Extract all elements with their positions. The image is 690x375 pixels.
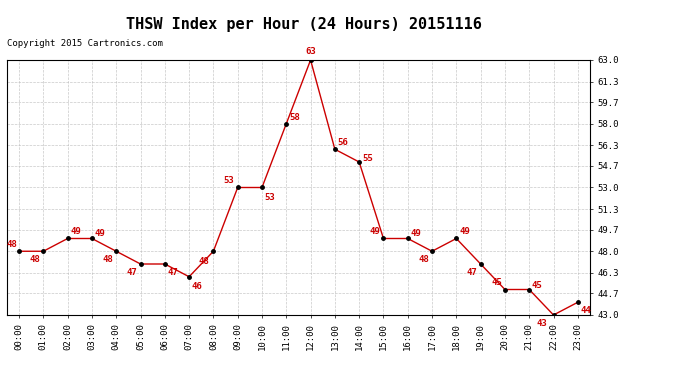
Text: 49: 49 bbox=[459, 227, 470, 236]
Text: 47: 47 bbox=[466, 268, 477, 277]
Text: 48: 48 bbox=[6, 240, 17, 249]
Text: 46: 46 bbox=[192, 282, 203, 291]
Text: 44: 44 bbox=[580, 306, 591, 315]
Text: 55: 55 bbox=[362, 154, 373, 163]
Text: 43: 43 bbox=[537, 319, 548, 328]
Text: THSW Index per Hour (24 Hours) 20151116: THSW Index per Hour (24 Hours) 20151116 bbox=[126, 17, 482, 32]
Text: 53: 53 bbox=[265, 193, 275, 202]
Text: 58: 58 bbox=[289, 112, 300, 122]
Text: 63: 63 bbox=[305, 48, 316, 57]
Text: Copyright 2015 Cartronics.com: Copyright 2015 Cartronics.com bbox=[7, 39, 163, 48]
Text: 56: 56 bbox=[337, 138, 348, 147]
Text: 49: 49 bbox=[95, 229, 106, 238]
Text: 49: 49 bbox=[411, 229, 422, 238]
Text: 48: 48 bbox=[198, 257, 209, 266]
Text: 45: 45 bbox=[491, 278, 502, 287]
Text: 47: 47 bbox=[168, 268, 178, 277]
Text: 45: 45 bbox=[532, 281, 543, 290]
Text: 48: 48 bbox=[102, 255, 113, 264]
Text: 49: 49 bbox=[370, 227, 380, 236]
Text: 48: 48 bbox=[418, 255, 429, 264]
Text: 47: 47 bbox=[127, 268, 137, 277]
Text: 48: 48 bbox=[30, 255, 40, 264]
Text: 53: 53 bbox=[224, 176, 235, 185]
Text: THSW  (°F): THSW (°F) bbox=[521, 28, 580, 38]
Text: 49: 49 bbox=[70, 227, 81, 236]
